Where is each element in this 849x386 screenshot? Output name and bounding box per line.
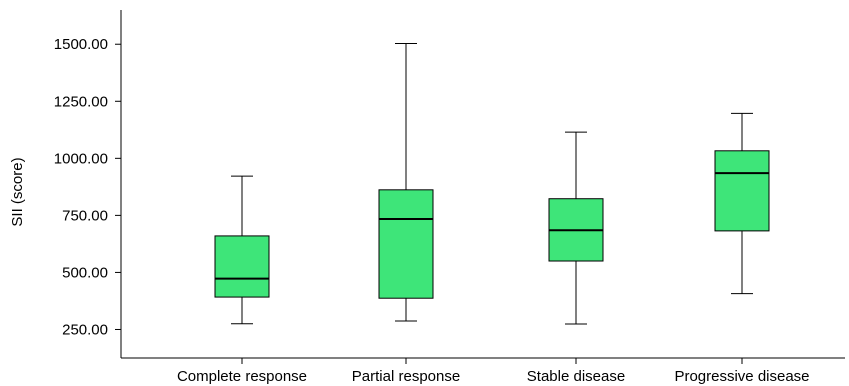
x-category-label: Progressive disease — [674, 368, 809, 385]
x-category-label: Stable disease — [527, 368, 625, 385]
iqr-box — [214, 235, 270, 298]
y-tick-label: 1250.00 — [54, 93, 108, 110]
box-4 — [714, 112, 770, 295]
y-axis: 250.00 500.00 750.00 1000.00 1250.00 1500.00 — [54, 10, 122, 358]
x-category-label: Partial response — [352, 368, 460, 385]
x-axis: Complete response Partial response Stable … — [121, 357, 845, 385]
box-2 — [378, 43, 434, 322]
y-tick-label: 250.00 — [62, 321, 108, 338]
y-tick-label: 500.00 — [62, 264, 108, 281]
iqr-box — [378, 189, 434, 299]
y-tick-label: 750.00 — [62, 207, 108, 224]
box-series — [214, 43, 770, 325]
box-1 — [214, 175, 270, 325]
y-tick-label: 1500.00 — [54, 36, 108, 53]
box-3 — [548, 131, 604, 325]
y-tick-label: 1000.00 — [54, 150, 108, 167]
iqr-box — [714, 150, 770, 232]
x-category-label: Complete response — [177, 368, 307, 385]
y-axis-title: SII (score) — [9, 157, 26, 226]
